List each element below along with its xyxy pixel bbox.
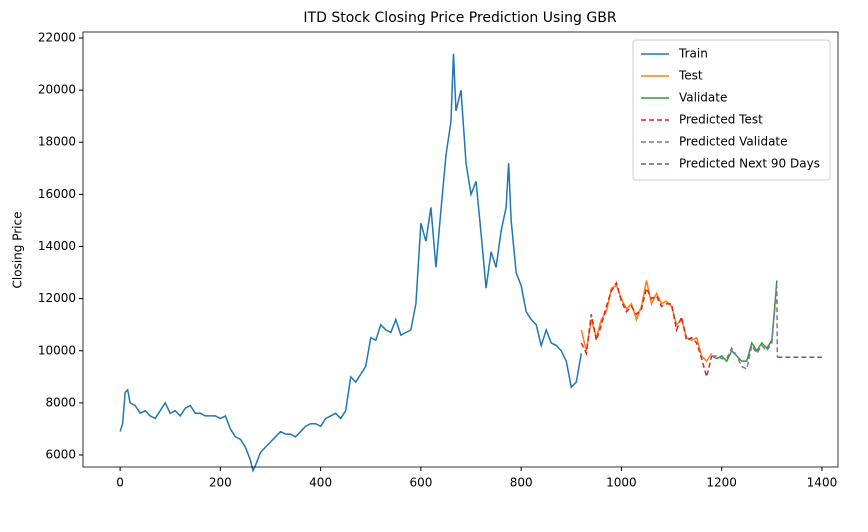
series-line: [580, 281, 713, 378]
y-tick-label: 18000: [38, 135, 76, 149]
series-line: [119, 53, 583, 473]
y-tick-label: 14000: [38, 239, 76, 253]
x-tick-label: 200: [209, 476, 232, 490]
chart-title: ITD Stock Closing Price Prediction Using…: [303, 10, 616, 26]
legend-label: Validate: [679, 91, 727, 105]
y-tick-label: 16000: [38, 187, 76, 201]
x-tick-label: 600: [409, 476, 432, 490]
legend-label: Predicted Next 90 Days: [679, 157, 820, 171]
plot-frame: [82, 31, 839, 468]
legend: Train Test Validate Predicted Test Predicted…: [632, 39, 831, 181]
y-tick-label: 12000: [38, 291, 76, 305]
x-tick-label: 400: [309, 476, 332, 490]
x-tick-label: 800: [510, 476, 533, 490]
x-tick-label: 1200: [706, 476, 737, 490]
x-tick-label: 1400: [807, 476, 838, 490]
legend-label: Test: [678, 69, 703, 83]
legend-label: Train: [678, 47, 708, 61]
y-tick-label: 6000: [45, 448, 76, 462]
y-axis-label: Closing Price: [11, 212, 25, 289]
series-line: [711, 285, 779, 371]
series-line: [711, 280, 778, 363]
legend-label: Predicted Test: [679, 113, 763, 127]
x-tick-label: 1000: [606, 476, 637, 490]
series-line: [580, 280, 713, 363]
y-tick-label: 20000: [38, 83, 76, 97]
y-tick-label: 10000: [38, 343, 76, 357]
y-tick-label: 22000: [38, 30, 76, 44]
legend-box: [632, 39, 831, 181]
x-tick-label: 0: [116, 476, 124, 490]
y-tick-label: 8000: [45, 395, 76, 409]
legend-label: Predicted Validate: [679, 135, 788, 149]
